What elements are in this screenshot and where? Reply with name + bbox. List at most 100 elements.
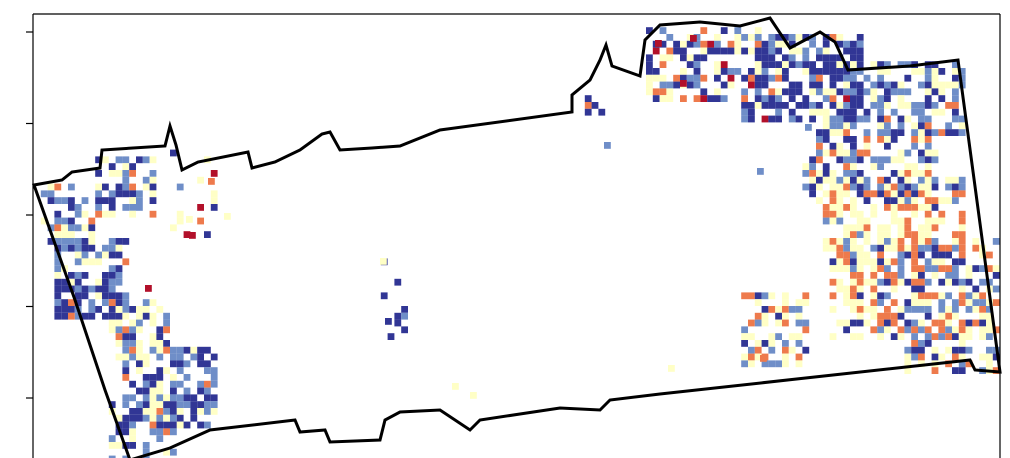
- raster-cell: [129, 380, 136, 388]
- raster-cell: [904, 163, 912, 170]
- raster-cell: [646, 81, 653, 89]
- raster-cell: [829, 183, 837, 191]
- raster-cell: [822, 238, 830, 245]
- raster-cell: [836, 217, 844, 225]
- raster-cell: [986, 346, 993, 354]
- raster-cell: [149, 210, 157, 218]
- raster-cell: [904, 360, 912, 368]
- raster-cell: [952, 272, 959, 279]
- raster-cell: [829, 244, 837, 252]
- raster-cell: [952, 346, 959, 354]
- raster-cell: [884, 68, 891, 75]
- raster-cell: [673, 74, 680, 82]
- raster-cell: [945, 319, 952, 327]
- raster-cell: [918, 190, 925, 198]
- raster-cell: [210, 190, 218, 198]
- raster-cell: [890, 278, 898, 286]
- raster-cell: [122, 170, 130, 177]
- raster-cell: [714, 88, 721, 96]
- raster-cell: [958, 190, 966, 198]
- raster-cell: [850, 108, 857, 116]
- raster-cell: [986, 333, 993, 340]
- raster-cell: [870, 285, 878, 293]
- raster-cell: [115, 265, 123, 272]
- raster-cell: [176, 217, 184, 225]
- raster-cell: [122, 326, 130, 334]
- raster-cell: [197, 360, 204, 368]
- raster-cell: [805, 124, 812, 131]
- raster-cell: [843, 319, 850, 327]
- raster-cell: [829, 122, 837, 130]
- raster-cell: [666, 88, 674, 96]
- raster-cell: [757, 168, 764, 175]
- raster-cell: [795, 319, 803, 327]
- raster-cell: [136, 197, 143, 204]
- raster-cell: [856, 306, 864, 313]
- raster-cell: [707, 40, 714, 48]
- raster-cell: [156, 340, 164, 347]
- raster-cell: [938, 68, 946, 75]
- raster-cell: [863, 183, 871, 191]
- raster-cell: [816, 74, 823, 82]
- raster-cell: [918, 353, 925, 361]
- raster-cell: [149, 312, 157, 320]
- raster-cell: [74, 292, 82, 300]
- raster-cell: [68, 224, 75, 232]
- raster-cell: [680, 47, 687, 55]
- raster-cell: [115, 278, 123, 286]
- raster-cell: [884, 102, 891, 109]
- raster-cell: [924, 299, 932, 306]
- raster-cell: [666, 34, 674, 41]
- raster-cell: [979, 278, 986, 286]
- raster-cell: [81, 224, 89, 232]
- raster-cell: [129, 394, 136, 402]
- raster-cell: [768, 346, 776, 354]
- raster-cell: [924, 340, 932, 347]
- raster-cell: [938, 278, 946, 286]
- raster-cell: [918, 183, 925, 191]
- raster-cell: [843, 231, 850, 238]
- raster-cell: [918, 346, 925, 354]
- raster-cell: [782, 61, 789, 68]
- raster-cell: [768, 40, 776, 48]
- raster-cell: [788, 306, 796, 313]
- raster-cell: [816, 108, 823, 116]
- raster-cell: [795, 306, 803, 313]
- raster-cell: [938, 292, 946, 300]
- raster-cell: [170, 414, 177, 422]
- raster-cell: [958, 224, 966, 232]
- raster-cell: [992, 272, 1000, 279]
- raster-cell: [877, 102, 884, 109]
- raster-cell: [149, 340, 157, 347]
- raster-cell: [761, 74, 769, 82]
- raster-cell: [843, 156, 850, 164]
- raster-cell: [170, 448, 177, 456]
- raster-cell: [897, 251, 905, 259]
- raster-cell: [197, 401, 204, 408]
- raster-cell: [856, 265, 864, 272]
- raster-cell: [115, 251, 123, 259]
- raster-cell: [788, 88, 796, 96]
- raster-cell: [836, 251, 844, 259]
- raster-cell: [115, 238, 123, 245]
- raster-cell: [142, 442, 150, 449]
- raster-cell: [986, 326, 993, 334]
- raster-cell: [163, 428, 170, 436]
- raster-cell: [850, 292, 857, 300]
- raster-cell: [748, 292, 755, 300]
- raster-cell: [108, 197, 116, 204]
- raster-cell: [850, 210, 857, 218]
- raster-cell: [904, 319, 912, 327]
- raster-cell: [761, 54, 769, 62]
- raster-cell: [843, 122, 850, 130]
- raster-cell: [822, 210, 830, 218]
- raster-cell: [979, 326, 986, 334]
- raster-cell: [890, 190, 898, 198]
- raster-cell: [802, 292, 810, 300]
- raster-cell: [741, 353, 748, 361]
- raster-cell: [877, 312, 884, 320]
- raster-cell: [924, 122, 932, 130]
- raster-cell: [47, 190, 55, 198]
- raster-cell: [802, 34, 810, 41]
- raster-cell: [979, 306, 986, 313]
